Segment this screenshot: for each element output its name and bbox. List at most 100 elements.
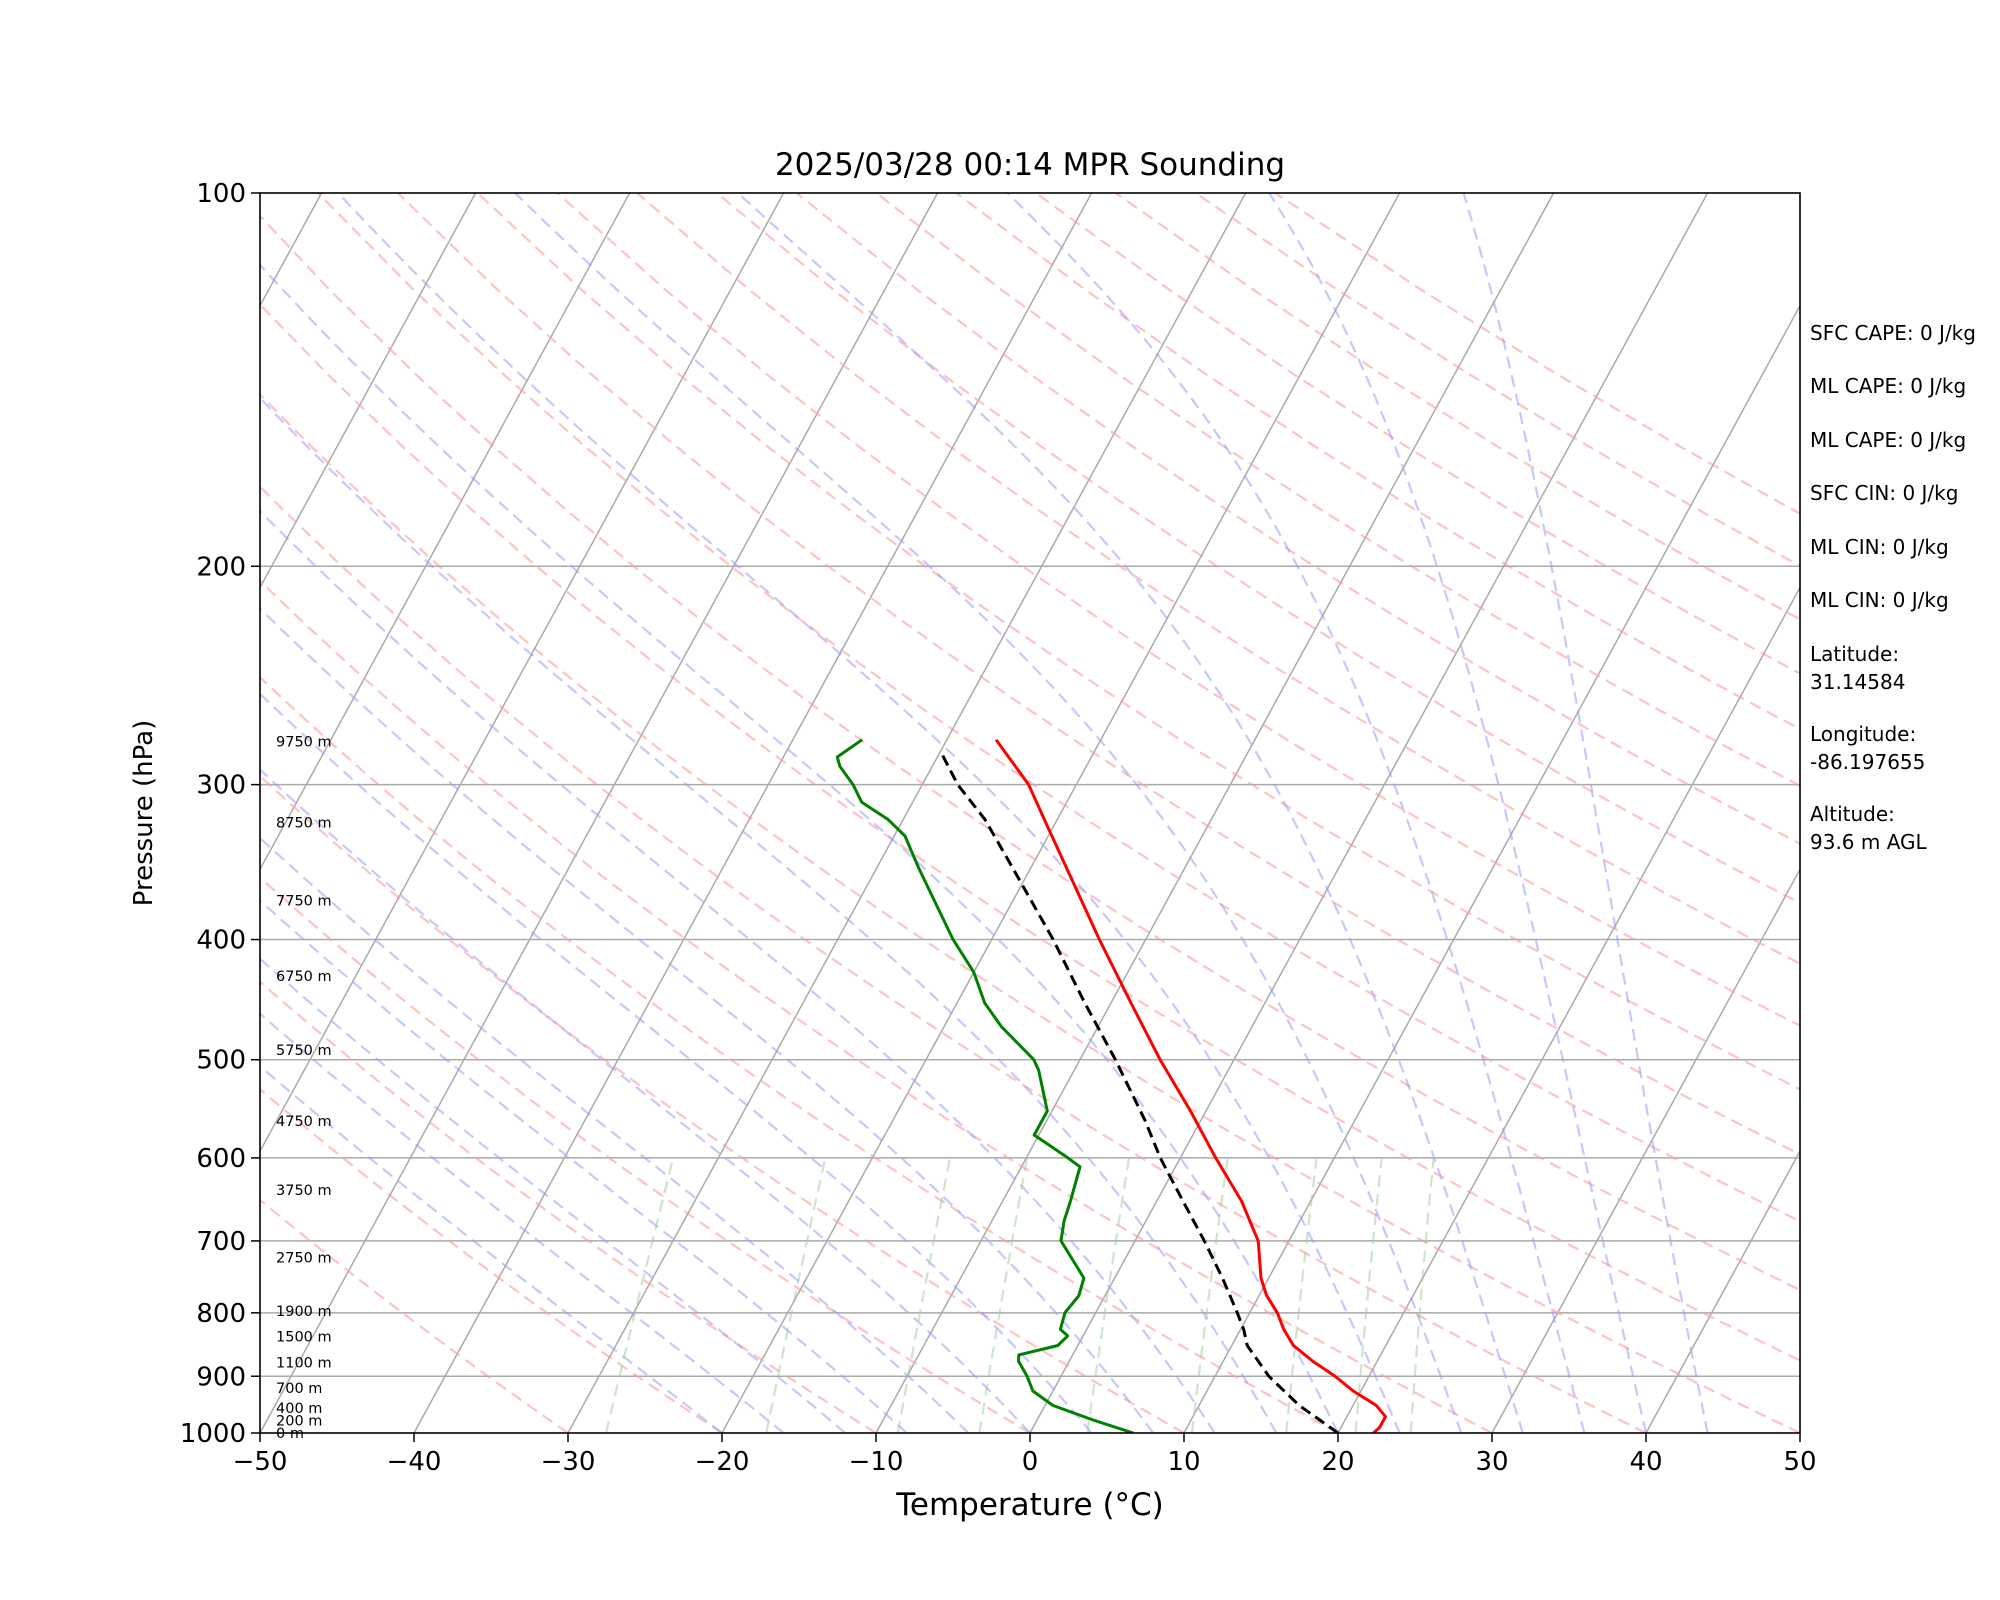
- moist-adiabat-line: [1006, 193, 1586, 1433]
- x-tick-label: 0: [1022, 1447, 1039, 1477]
- isotherm-line: [1183, 304, 1800, 1433]
- dry-adiabat-line: [260, 774, 1185, 1433]
- side-info-text: Latitude:: [1810, 642, 1899, 666]
- y-tick-label: 900: [196, 1362, 246, 1392]
- x-tick-label: −20: [695, 1447, 750, 1477]
- height-label: 700 m: [276, 1381, 322, 1397]
- side-info-panel: SFC CAPE: 0 J/kg ML CAPE: 0 J/kg ML CAPE: …: [1810, 321, 1976, 854]
- isotherm-line: [1029, 193, 1709, 1433]
- isotherm-line: [413, 193, 1093, 1433]
- moist-adiabat-line: [260, 957, 846, 1433]
- dry-adiabat-line: [556, 193, 1800, 1027]
- height-label: 4750 m: [276, 1114, 332, 1130]
- dry-adiabat-line: [317, 193, 1800, 1223]
- dry-adiabat-line: [260, 214, 1800, 1292]
- moist-adiabat-line: [260, 836, 970, 1433]
- y-tick-label: 300: [196, 771, 246, 801]
- y-tick-label: 100: [196, 179, 246, 209]
- height-label: 3750 m: [276, 1183, 332, 1199]
- y-axis-ticks: 1000 900 800 700 600 500 400 300 200 100: [180, 179, 260, 1449]
- mixing-ratio-line: [1409, 1157, 1435, 1433]
- parcel-profile-line: [939, 750, 1339, 1433]
- plot-frame: [259, 192, 1801, 1434]
- chart-title: 2025/03/28 00:14 MPR Sounding: [775, 147, 1285, 183]
- height-label: 2750 m: [276, 1251, 332, 1267]
- moist-adiabat-line: [260, 396, 1278, 1433]
- height-label: 7750 m: [276, 893, 332, 909]
- height-label: 6750 m: [276, 969, 332, 985]
- x-tick-label: 40: [1629, 1447, 1662, 1477]
- height-label: 400 m: [276, 1401, 322, 1417]
- mixing-ratio-line: [765, 1157, 827, 1433]
- dry-adiabat-line: [636, 193, 1800, 965]
- side-info-text: ML CIN: 0 J/kg: [1810, 588, 1949, 612]
- isotherm-line: [567, 193, 1247, 1433]
- isotherm-line: [1491, 867, 1800, 1433]
- moist-adiabat-line: [260, 1012, 785, 1433]
- x-tick-label: −10: [849, 1447, 904, 1477]
- dry-adiabat-line: [260, 1087, 723, 1433]
- isotherm-line: [260, 193, 785, 1153]
- dewpoint-profile-line: [835, 738, 1134, 1433]
- y-tick-label: 800: [196, 1299, 246, 1329]
- y-tick-label: 600: [196, 1144, 246, 1174]
- side-info-text: ML CAPE: 0 J/kg: [1810, 428, 1966, 452]
- dry-adiabat-line: [260, 675, 1339, 1433]
- side-info-text: 31.14584: [1810, 670, 1905, 694]
- temperature-profile-line: [994, 738, 1387, 1433]
- x-tick-label: 50: [1783, 1447, 1816, 1477]
- mixing-ratio-line: [896, 1157, 952, 1433]
- moist-adiabat-line: [260, 1064, 723, 1433]
- isotherm-line: [1645, 1149, 1800, 1433]
- isotherm-line: [0, 193, 14, 1433]
- x-axis-ticks: −50 −40 −30 −20 −10 0 10 20 30 40 50: [233, 1433, 1817, 1477]
- dry-adiabat-line: [955, 193, 1800, 731]
- background-lines: [0, 193, 1800, 1433]
- moist-adiabat-line: [260, 899, 908, 1433]
- height-label: 200 m: [276, 1413, 322, 1429]
- moist-adiabat-line: [260, 509, 1216, 1433]
- y-tick-label: 200: [196, 552, 246, 582]
- mixing-ratio-lines: [604, 1157, 1435, 1433]
- dry-adiabats: [260, 193, 1800, 1433]
- moist-adiabat-line: [260, 263, 1339, 1433]
- side-info-text: ML CAPE: 0 J/kg: [1810, 374, 1966, 398]
- isotherm-line: [260, 193, 323, 308]
- moist-adiabat-line: [1268, 193, 1648, 1433]
- mixing-ratio-line: [1086, 1157, 1131, 1433]
- x-tick-label: 10: [1167, 1447, 1200, 1477]
- height-label: 1500 m: [276, 1330, 332, 1346]
- mixing-ratio-line: [604, 1157, 675, 1433]
- side-info-text: Longitude:: [1810, 722, 1916, 746]
- side-info-text: SFC CIN: 0 J/kg: [1810, 481, 1958, 505]
- height-label: 1900 m: [276, 1304, 332, 1320]
- moist-adiabat-line: [514, 193, 1463, 1433]
- height-label: 9750 m: [276, 735, 332, 751]
- isotherm-line: [260, 193, 477, 590]
- height-label: 0 m: [276, 1426, 304, 1442]
- side-info-text: ML CIN: 0 J/kg: [1810, 535, 1949, 559]
- dry-adiabat-line: [260, 485, 1647, 1433]
- x-tick-label: −30: [541, 1447, 596, 1477]
- isotherm-line: [875, 193, 1555, 1433]
- moist-adiabat-line: [260, 692, 1093, 1433]
- height-label: 8750 m: [276, 816, 332, 832]
- side-info-text: Altitude:: [1810, 802, 1895, 826]
- isotherm-line: [260, 193, 631, 871]
- x-tick-label: −50: [233, 1447, 288, 1477]
- x-tick-label: 20: [1321, 1447, 1354, 1477]
- side-info-text: SFC CAPE: 0 J/kg: [1810, 321, 1976, 345]
- y-tick-label: 500: [196, 1046, 246, 1076]
- dry-adiabat-line: [260, 303, 1800, 1362]
- dry-adiabat-line: [795, 193, 1800, 845]
- x-axis-label: Temperature (°C): [895, 1487, 1164, 1523]
- mixing-ratio-line: [1285, 1157, 1318, 1433]
- moist-adiabat-line: [337, 193, 1401, 1433]
- y-tick-label: 400: [196, 926, 246, 956]
- dry-adiabat-line: [476, 193, 1800, 1091]
- isotherms: [0, 193, 1800, 1433]
- isotherm-line: [721, 193, 1401, 1433]
- moist-adiabat-line: [260, 768, 1031, 1433]
